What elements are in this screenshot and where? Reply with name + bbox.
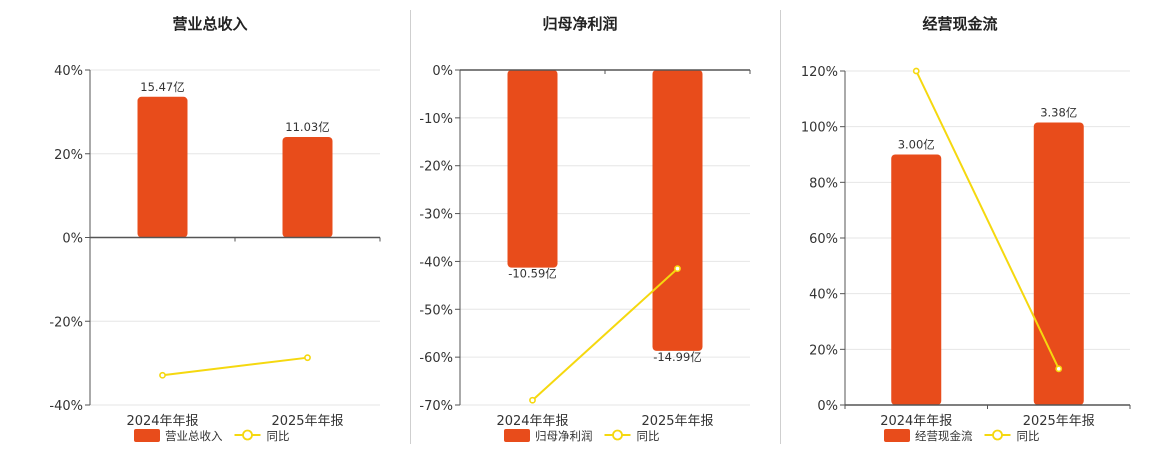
y-tick-label: -40% (419, 255, 453, 270)
y-tick-label: 0% (432, 64, 453, 79)
y-tick-label: 20% (54, 148, 83, 163)
yoy-point (159, 371, 166, 379)
y-tick-label: 100% (801, 121, 838, 136)
revenue-chart: 营业总收入 40% 20% 0% -20% -40% 15.47亿 11.03亿 2024年年报… (49, 15, 381, 443)
panel-divider (780, 10, 781, 444)
chart-title: 营业总收入 (172, 15, 247, 33)
legend-swatch-marker (242, 429, 253, 441)
legend-label-bar: 经营现金流 (915, 429, 973, 443)
y-tick-label: -20% (419, 160, 453, 175)
legend-swatch-bar (134, 429, 160, 442)
y-tick-label: -30% (419, 208, 453, 223)
legend-label-line: 同比 (267, 429, 290, 443)
panel-divider (410, 10, 411, 444)
y-tick-label: -50% (419, 303, 453, 318)
x-category-label: 2025年年报 (641, 414, 713, 429)
y-tick-label: 0% (817, 399, 838, 414)
chart-panel-cash-flow: 经营现金流 120% 100% 80% 60% 40% 20% 0% 3.00亿 3.38亿 202… (740, 0, 1140, 450)
y-tick-label: 120% (801, 65, 838, 80)
y-tick-label: -60% (419, 351, 453, 366)
bar-data-label: -10.59亿 (508, 267, 557, 281)
legend-label-bar: 营业总收入 (165, 429, 223, 443)
chart-panel-revenue: 营业总收入 40% 20% 0% -20% -40% 15.47亿 11.03亿 2024年年报… (0, 0, 400, 450)
bar (137, 96, 188, 238)
yoy-line (162, 356, 308, 377)
x-category-label: 2025年年报 (271, 414, 343, 429)
y-tick-label: 0% (62, 232, 83, 247)
x-category-label: 2024年年报 (496, 414, 568, 429)
yoy-point (529, 396, 536, 404)
yoy-point (912, 67, 920, 75)
legend-swatch-marker (612, 429, 623, 441)
legend-swatch-marker (992, 429, 1003, 441)
bar (507, 70, 558, 268)
chart-panel-net-profit: 归母净利润 0% -10% -20% -30% -40% -50% -60% -70% -10.5… (370, 0, 770, 450)
x-category-label: 2025年年报 (1023, 414, 1095, 429)
y-tick-label: 20% (809, 343, 838, 358)
y-tick-label: -10% (419, 112, 453, 127)
y-tick-label: -20% (49, 315, 83, 330)
y-tick-label: 60% (809, 232, 838, 247)
net-profit-chart: 归母净利润 0% -10% -20% -30% -40% -50% -60% -70% -10.5… (419, 15, 751, 443)
legend-label-line: 同比 (637, 429, 660, 443)
y-tick-label: -70% (419, 399, 453, 414)
yoy-point (304, 354, 311, 362)
y-tick-label: 40% (54, 64, 83, 79)
x-category-label: 2024年年报 (126, 414, 198, 429)
legend-label-bar: 归母净利润 (535, 429, 593, 443)
yoy-point (1055, 365, 1063, 373)
bar (282, 137, 333, 238)
chart-title: 经营现金流 (922, 15, 997, 33)
x-category-label: 2024年年报 (880, 414, 952, 429)
bar-data-label: 3.38亿 (1040, 105, 1077, 119)
bar-data-label: 11.03亿 (285, 120, 329, 134)
legend-label-line: 同比 (1017, 429, 1040, 443)
legend-swatch-bar (884, 429, 910, 442)
chart-title: 归母净利润 (542, 15, 617, 33)
bar (652, 70, 703, 351)
legend-swatch-bar (504, 429, 530, 442)
y-tick-label: 40% (809, 288, 838, 303)
bar (1033, 122, 1084, 405)
yoy-point (674, 265, 681, 273)
yoy-line (915, 70, 1060, 370)
y-tick-label: 80% (809, 176, 838, 191)
bar-data-label: 15.47亿 (140, 80, 184, 94)
y-tick-label: -40% (49, 399, 83, 414)
bar-data-label: -14.99亿 (653, 350, 702, 364)
yoy-line (531, 267, 679, 401)
bar (891, 154, 942, 405)
cash-flow-chart: 经营现金流 120% 100% 80% 60% 40% 20% 0% 3.00亿 3.38亿 202… (801, 15, 1131, 443)
bar-data-label: 3.00亿 (898, 138, 935, 152)
